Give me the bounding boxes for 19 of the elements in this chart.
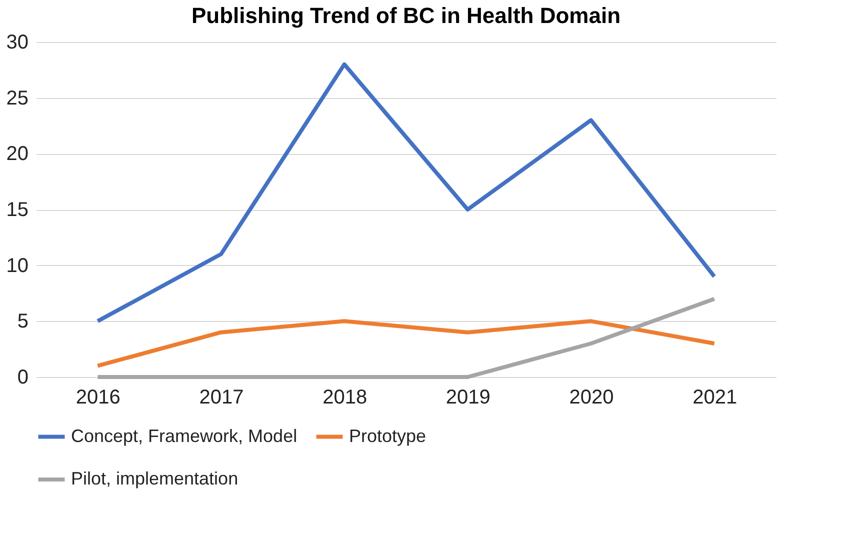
y-tick-label: 0 <box>17 366 28 388</box>
y-tick-label: 25 <box>6 87 28 110</box>
y-tick-label: 10 <box>6 254 28 277</box>
x-tick-label: 2019 <box>446 386 490 408</box>
legend-label: Concept, Framework, Model <box>71 426 298 446</box>
line-series <box>96 62 716 324</box>
line-series <box>96 319 716 368</box>
y-tick-label: 30 <box>6 32 28 54</box>
x-tick-label: 2021 <box>692 386 738 408</box>
chart-title: Publishing Trend of BC in Health Domain <box>191 3 621 28</box>
legend-label: Prototype <box>349 426 426 446</box>
y-tick-label: 20 <box>6 143 28 166</box>
x-tick-label: 2017 <box>199 386 244 408</box>
x-tick-label: 2018 <box>322 386 368 408</box>
y-tick-label: 15 <box>6 199 28 221</box>
y-tick-label: 5 <box>17 310 28 333</box>
legend-label: Pilot, implementation <box>71 468 238 488</box>
x-tick-label: 2020 <box>569 386 614 408</box>
x-tick-label: 2016 <box>76 386 120 408</box>
